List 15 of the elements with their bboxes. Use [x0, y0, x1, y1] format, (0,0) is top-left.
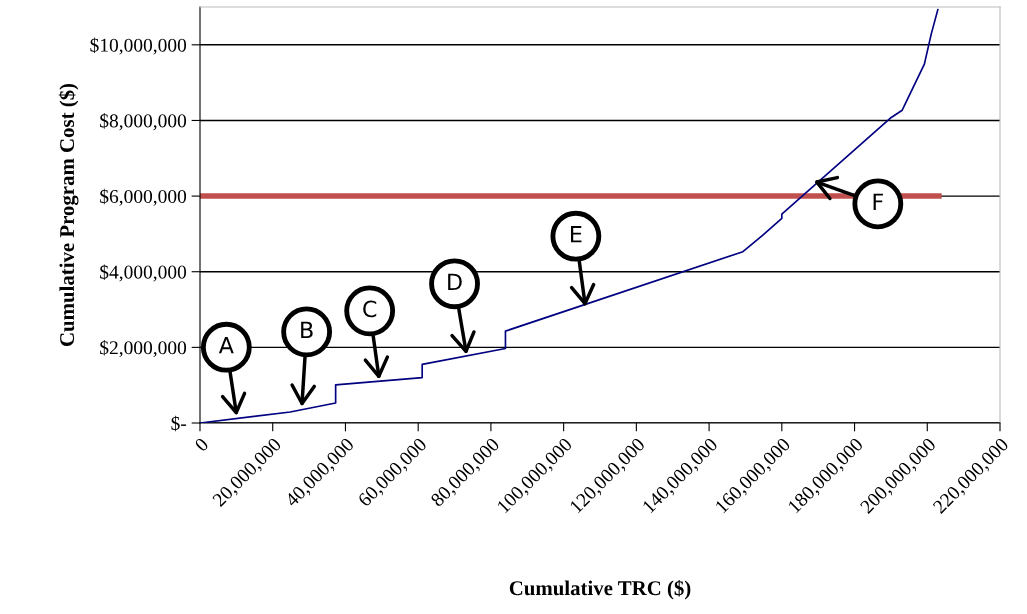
annotation: F: [873, 193, 883, 210]
annotation: D: [448, 273, 462, 290]
y-tick-label: $10,000,000: [90, 37, 187, 55]
y-tick-label: $8,000,000: [100, 113, 187, 131]
annotation: C: [363, 300, 377, 318]
x-axis-title: Cumulative TRC ($): [509, 579, 691, 600]
y-axis-title: Cumulative Program Cost ($): [58, 83, 79, 346]
y-tick-label: $2,000,000: [100, 340, 187, 358]
annotation: A: [218, 337, 234, 354]
annotation: E: [571, 226, 582, 243]
x-tick-label: 0: [194, 437, 210, 453]
y-tick-label: $4,000,000: [100, 264, 187, 282]
y-tick-label: $-: [171, 415, 187, 432]
y-tick-label: $6,000,000: [100, 188, 187, 206]
annotation: B: [301, 321, 313, 338]
